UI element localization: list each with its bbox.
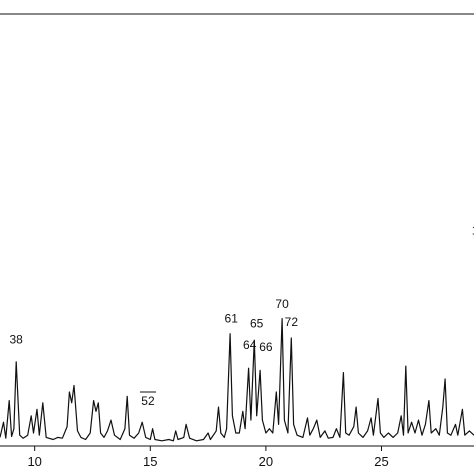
peak-label: 70 xyxy=(275,297,289,311)
peak-label: 72 xyxy=(285,315,299,329)
x-tick-label: 10 xyxy=(27,454,41,469)
peak-label: 61 xyxy=(225,311,239,325)
peak-label: 38 xyxy=(10,333,24,347)
series-line xyxy=(0,318,474,442)
peak-label: 66 xyxy=(259,340,273,354)
peak-label: 52 xyxy=(141,394,155,408)
peak-labels: 38 52 61 64 65 66 70 72 1 xyxy=(10,223,474,408)
x-tick-label: 15 xyxy=(143,454,157,469)
x-tick-label: 20 xyxy=(259,454,273,469)
peak-label: 64 xyxy=(243,338,257,352)
peak-label: 65 xyxy=(250,317,264,331)
x-ticks: 10 15 20 25 xyxy=(27,446,389,469)
peak-label: 1 xyxy=(472,223,474,237)
x-tick-label: 25 xyxy=(374,454,388,469)
